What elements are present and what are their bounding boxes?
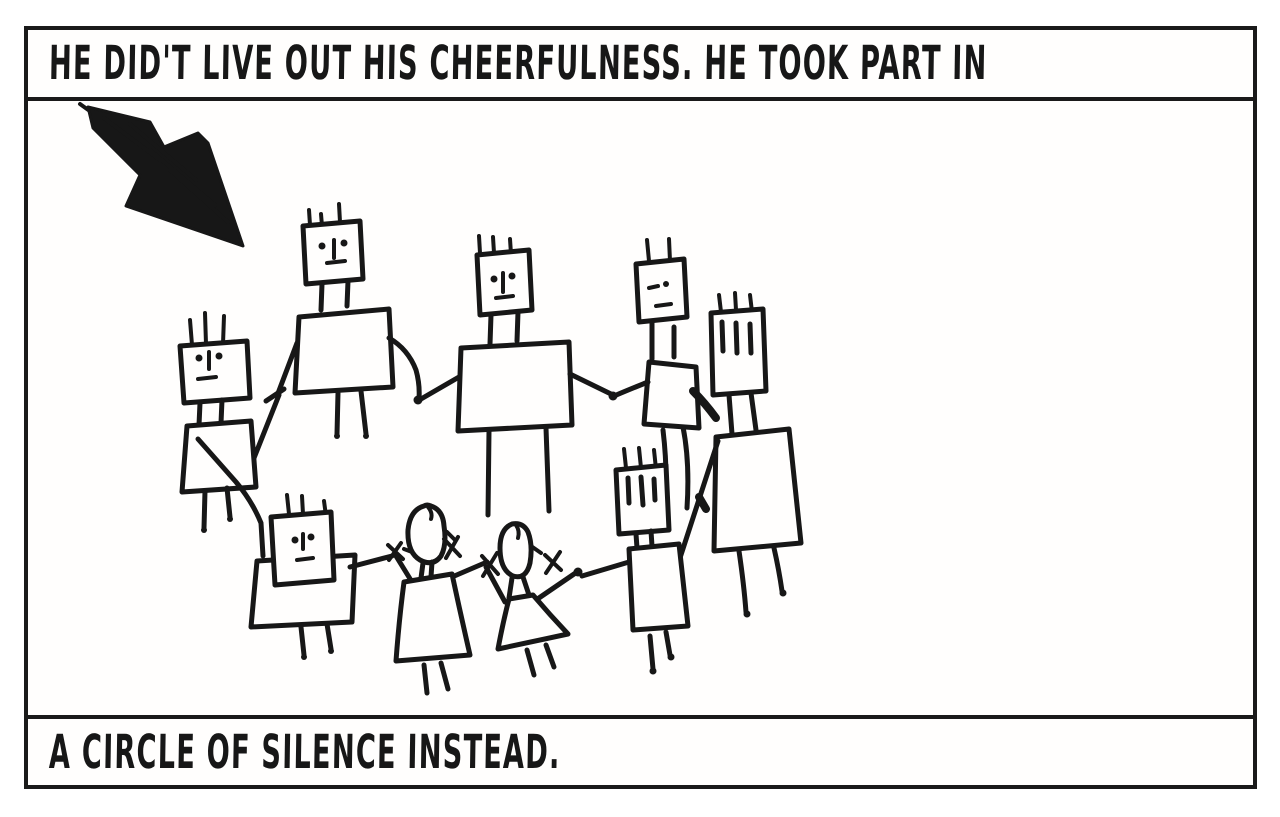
figure-back-center-box-person: [418, 234, 618, 518]
figure-front-left-box-person: [248, 493, 395, 660]
figure-back-right-box-person: [611, 237, 720, 515]
top-caption-text: HE DID'T LIVE OUT HIS CHEERFULNESS. HE T…: [48, 36, 988, 91]
figure-girl-right: [480, 521, 580, 678]
circle-of-figures-drawing: [78, 102, 804, 696]
figure-back-left-box-person: [274, 202, 423, 439]
figure-right-box-person: [676, 291, 804, 618]
figure-girl-left: [386, 502, 490, 696]
bottom-caption-text: A CIRCLE OF SILENCE INSTEAD.: [48, 724, 561, 780]
figure-left-box-person: [177, 311, 287, 559]
top-caption-panel: HE DID'T LIVE OUT HIS CHEERFULNESS. HE T…: [28, 30, 1253, 101]
arrow-annotation-icon: [78, 102, 245, 248]
bottom-caption-panel: A CIRCLE OF SILENCE INSTEAD.: [28, 715, 1253, 785]
comic-frame: HE DID'T LIVE OUT HIS CHEERFULNESS. HE T…: [24, 26, 1257, 789]
artwork-panel: [28, 101, 1253, 715]
figure-front-right-box-person: [573, 446, 691, 675]
